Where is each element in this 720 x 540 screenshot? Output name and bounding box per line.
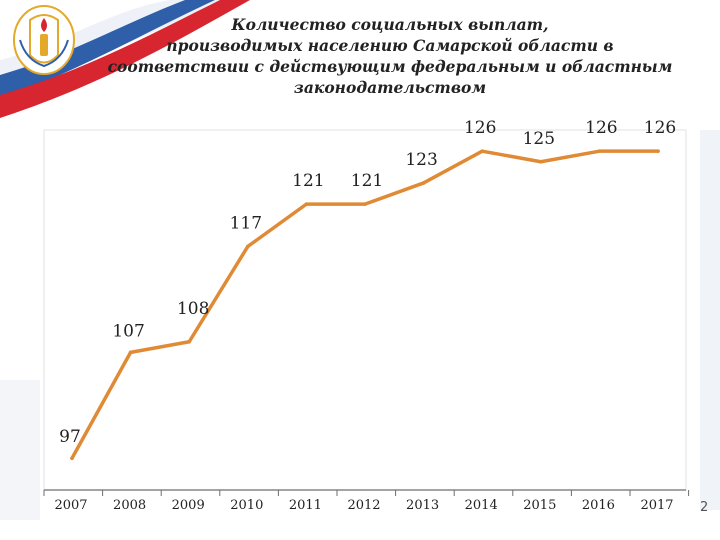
data-point xyxy=(246,244,250,249)
slide-title-line: соответствии с действующим федеральным и… xyxy=(107,57,673,76)
data-label: 126 xyxy=(585,118,617,138)
left-edge-shading xyxy=(0,380,40,520)
samara-emblem-icon xyxy=(13,5,75,75)
slide-title-line: производимых населению Самарской области… xyxy=(166,36,614,55)
data-point xyxy=(480,149,485,153)
data-point xyxy=(363,202,367,206)
x-tick-label: 2013 xyxy=(406,498,439,513)
data-label: 125 xyxy=(523,129,555,149)
x-tick-label: 2012 xyxy=(347,498,380,513)
data-point xyxy=(70,456,74,461)
slide-title-line: Количество социальных выплат, xyxy=(231,15,549,34)
page-number: 2 xyxy=(700,500,709,515)
data-label: 126 xyxy=(644,118,676,138)
data-label: 126 xyxy=(464,118,496,138)
x-tick-label: 2008 xyxy=(113,498,146,513)
right-edge-shading xyxy=(700,130,720,510)
x-tick-label: 2016 xyxy=(582,498,615,513)
x-tick-label: 2007 xyxy=(54,498,87,513)
series-line xyxy=(70,149,660,460)
chart-labels: 97 107 108 117 121 121 123 126 125 126 126 xyxy=(59,118,676,447)
data-point xyxy=(128,350,133,355)
x-tick-label: 2015 xyxy=(523,498,556,513)
data-label: 107 xyxy=(112,321,144,341)
x-tick-label: 2017 xyxy=(640,498,673,513)
chart-axes: 2007 2008 2009 2010 2011 2012 2013 2014 2015 2016… xyxy=(43,129,690,513)
data-point xyxy=(304,202,309,206)
data-label: 97 xyxy=(59,427,81,447)
data-point xyxy=(597,149,602,153)
x-tick-label: 2009 xyxy=(172,498,205,513)
x-tick-label: 2011 xyxy=(289,498,322,513)
data-label: 123 xyxy=(405,150,437,170)
data-label: 121 xyxy=(292,171,324,191)
slide-title-line: законодательством xyxy=(293,78,487,97)
data-label: 117 xyxy=(230,213,262,233)
data-point xyxy=(421,181,426,185)
data-point xyxy=(539,159,543,164)
slide-title: Количество социальных выплат, производимы… xyxy=(80,14,700,98)
chart-series xyxy=(70,149,660,461)
flag-ribbon-red xyxy=(0,0,250,118)
flag-ribbon-blue xyxy=(0,0,215,100)
data-point xyxy=(187,339,191,344)
data-point xyxy=(656,149,660,153)
data-label: 108 xyxy=(177,299,209,319)
data-label: 121 xyxy=(351,171,383,191)
x-tick-label: 2010 xyxy=(230,498,263,513)
x-tick-label: 2014 xyxy=(465,498,498,513)
